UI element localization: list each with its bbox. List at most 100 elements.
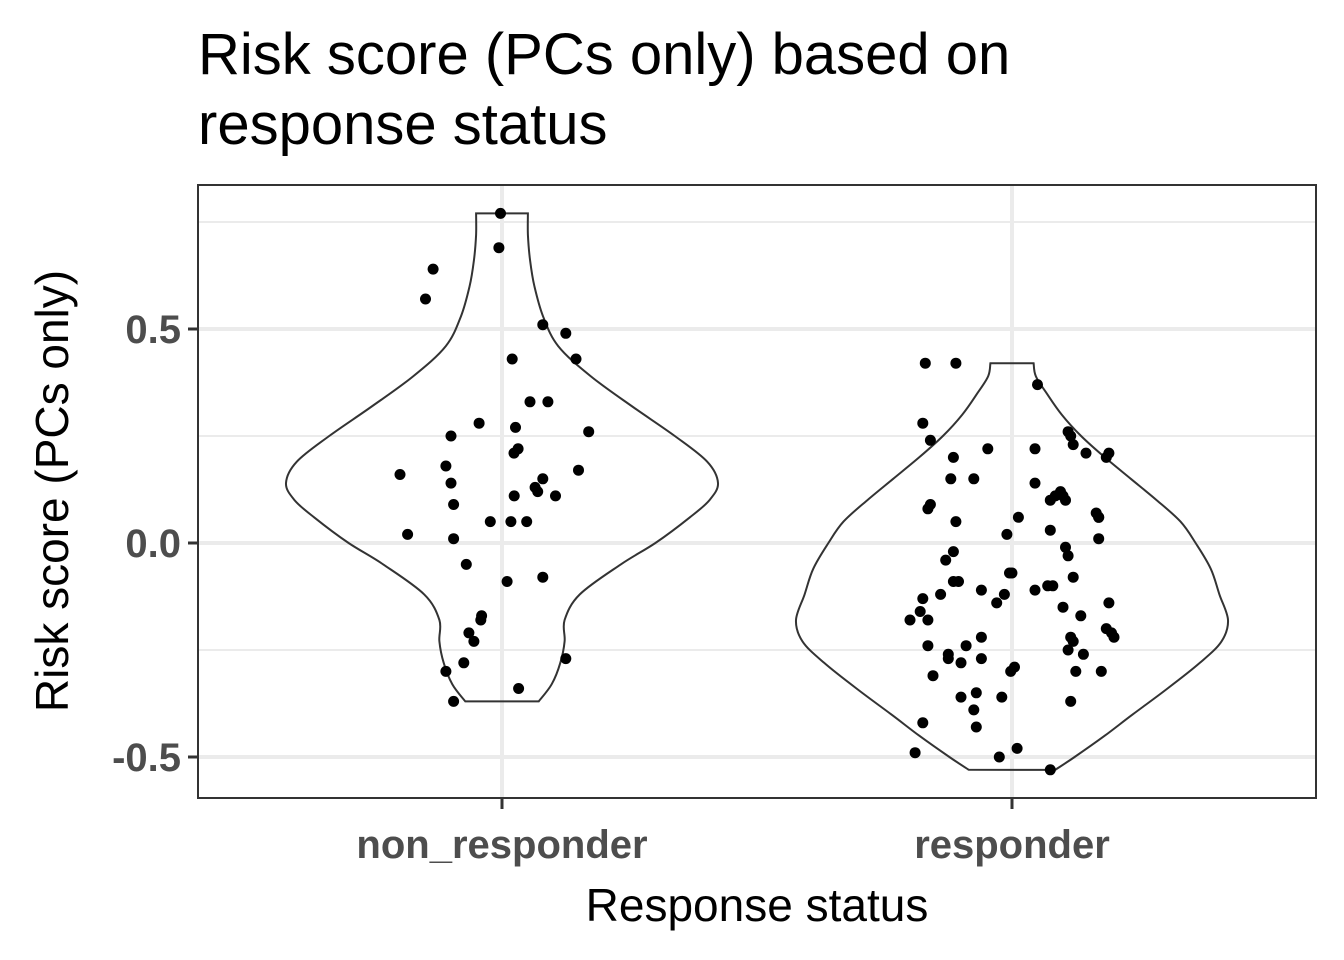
- chart-title-line-2: response status: [198, 92, 608, 157]
- data-point-responder: [1032, 379, 1043, 391]
- data-point-responder: [1004, 567, 1015, 579]
- data-point-non_responder: [521, 516, 533, 528]
- data-point-responder: [1093, 511, 1105, 523]
- violin-non_responder: [284, 212, 720, 703]
- x-tick-label: responder: [914, 823, 1110, 867]
- data-point-responder: [1067, 635, 1079, 647]
- data-point-responder: [960, 640, 972, 652]
- data-point-non_responder: [501, 576, 513, 587]
- data-point-responder: [1062, 550, 1074, 562]
- data-point-responder: [1103, 597, 1115, 609]
- data-point-non_responder: [537, 571, 549, 583]
- y-tick-label: -0.5: [112, 736, 181, 780]
- data-point-responder: [953, 576, 964, 587]
- data-point-responder: [1065, 695, 1077, 707]
- data-point-responder: [996, 691, 1008, 703]
- data-point-responder: [935, 588, 947, 600]
- data-point-responder: [1044, 524, 1056, 536]
- data-point-responder: [1080, 447, 1092, 459]
- data-point-responder: [1100, 451, 1112, 463]
- data-point-responder: [998, 588, 1010, 600]
- data-point-responder: [955, 691, 967, 703]
- data-point-non_responder: [550, 490, 561, 502]
- data-point-responder: [917, 417, 929, 429]
- data-point-responder: [970, 687, 982, 699]
- data-point-responder: [991, 597, 1003, 609]
- data-point-responder: [1065, 430, 1077, 442]
- y-tick-label: 0.5: [125, 308, 181, 352]
- data-point-non_responder: [445, 430, 457, 442]
- data-point-responder: [993, 751, 1005, 763]
- data-point-non_responder: [508, 447, 520, 459]
- violin-shapes: [284, 212, 1230, 771]
- data-point-non_responder: [510, 421, 521, 433]
- data-point-responder: [1057, 601, 1069, 613]
- data-point-responder: [922, 640, 934, 652]
- data-point-responder: [1029, 443, 1041, 455]
- data-point-responder: [922, 614, 934, 626]
- data-point-responder: [970, 721, 982, 733]
- data-point-responder: [1077, 648, 1089, 660]
- y-tick-label: 0.0: [125, 522, 181, 566]
- data-point-non_responder: [542, 396, 554, 408]
- data-point-non_responder: [583, 426, 595, 438]
- data-point-responder: [975, 631, 987, 643]
- data-point-responder: [968, 704, 980, 716]
- data-point-responder: [950, 357, 962, 369]
- data-point-non_responder: [460, 558, 472, 570]
- data-point-non_responder: [513, 683, 525, 694]
- data-point-responder: [904, 614, 916, 626]
- data-point-responder: [975, 584, 987, 596]
- data-point-non_responder: [495, 207, 506, 219]
- data-point-non_responder: [448, 499, 460, 510]
- data-point-non_responder: [524, 396, 536, 408]
- data-point-responder: [1060, 494, 1071, 506]
- data-point-responder: [922, 503, 934, 515]
- data-point-non_responder: [560, 653, 572, 665]
- data-point-responder: [917, 717, 929, 729]
- data-point-responder: [950, 516, 962, 528]
- data-point-responder: [975, 653, 987, 665]
- data-point-non_responder: [537, 319, 549, 331]
- data-point-non_responder: [440, 460, 452, 472]
- data-point-responder: [1060, 541, 1071, 553]
- data-point-responder: [1005, 665, 1017, 677]
- violin-responder: [794, 362, 1230, 771]
- data-point-non_responder: [394, 469, 406, 480]
- data-point-non_responder: [427, 263, 439, 275]
- data-point-responder: [1075, 610, 1087, 622]
- data-point-non_responder: [440, 665, 452, 677]
- data-point-non_responder: [560, 327, 572, 339]
- data-point-non_responder: [463, 627, 475, 639]
- data-point-non_responder: [573, 464, 584, 476]
- data-point-responder: [940, 554, 952, 566]
- data-point-responder: [1062, 644, 1074, 656]
- x-axis-title: Response status: [586, 879, 929, 931]
- plot-panel-border: [197, 184, 1317, 799]
- data-point-non_responder: [532, 486, 544, 498]
- data-point-non_responder: [445, 477, 457, 489]
- data-point-responder: [942, 653, 954, 665]
- data-point-responder: [1067, 439, 1079, 451]
- data-points: [394, 207, 1120, 776]
- data-point-responder: [917, 593, 929, 605]
- data-point-responder: [1047, 580, 1059, 592]
- axes: 0.5 0.0 -0.5 non_responder responder: [112, 308, 1110, 867]
- data-point-non_responder: [508, 490, 520, 502]
- data-point-responder: [1095, 665, 1107, 677]
- data-point-non_responder: [473, 417, 485, 429]
- data-point-responder: [968, 473, 980, 485]
- data-point-responder: [909, 747, 921, 759]
- data-point-non_responder: [402, 528, 414, 540]
- x-tick-label: non_responder: [356, 823, 647, 867]
- data-point-responder: [1108, 631, 1120, 643]
- data-point-responder: [945, 473, 957, 485]
- data-point-non_responder: [468, 635, 480, 647]
- data-point-non_responder: [506, 353, 518, 365]
- data-point-non_responder: [493, 242, 505, 254]
- y-axis-title: Risk score (PCs only): [26, 270, 78, 712]
- data-point-non_responder: [448, 533, 460, 545]
- data-point-responder: [1093, 533, 1105, 545]
- data-point-responder: [947, 546, 959, 558]
